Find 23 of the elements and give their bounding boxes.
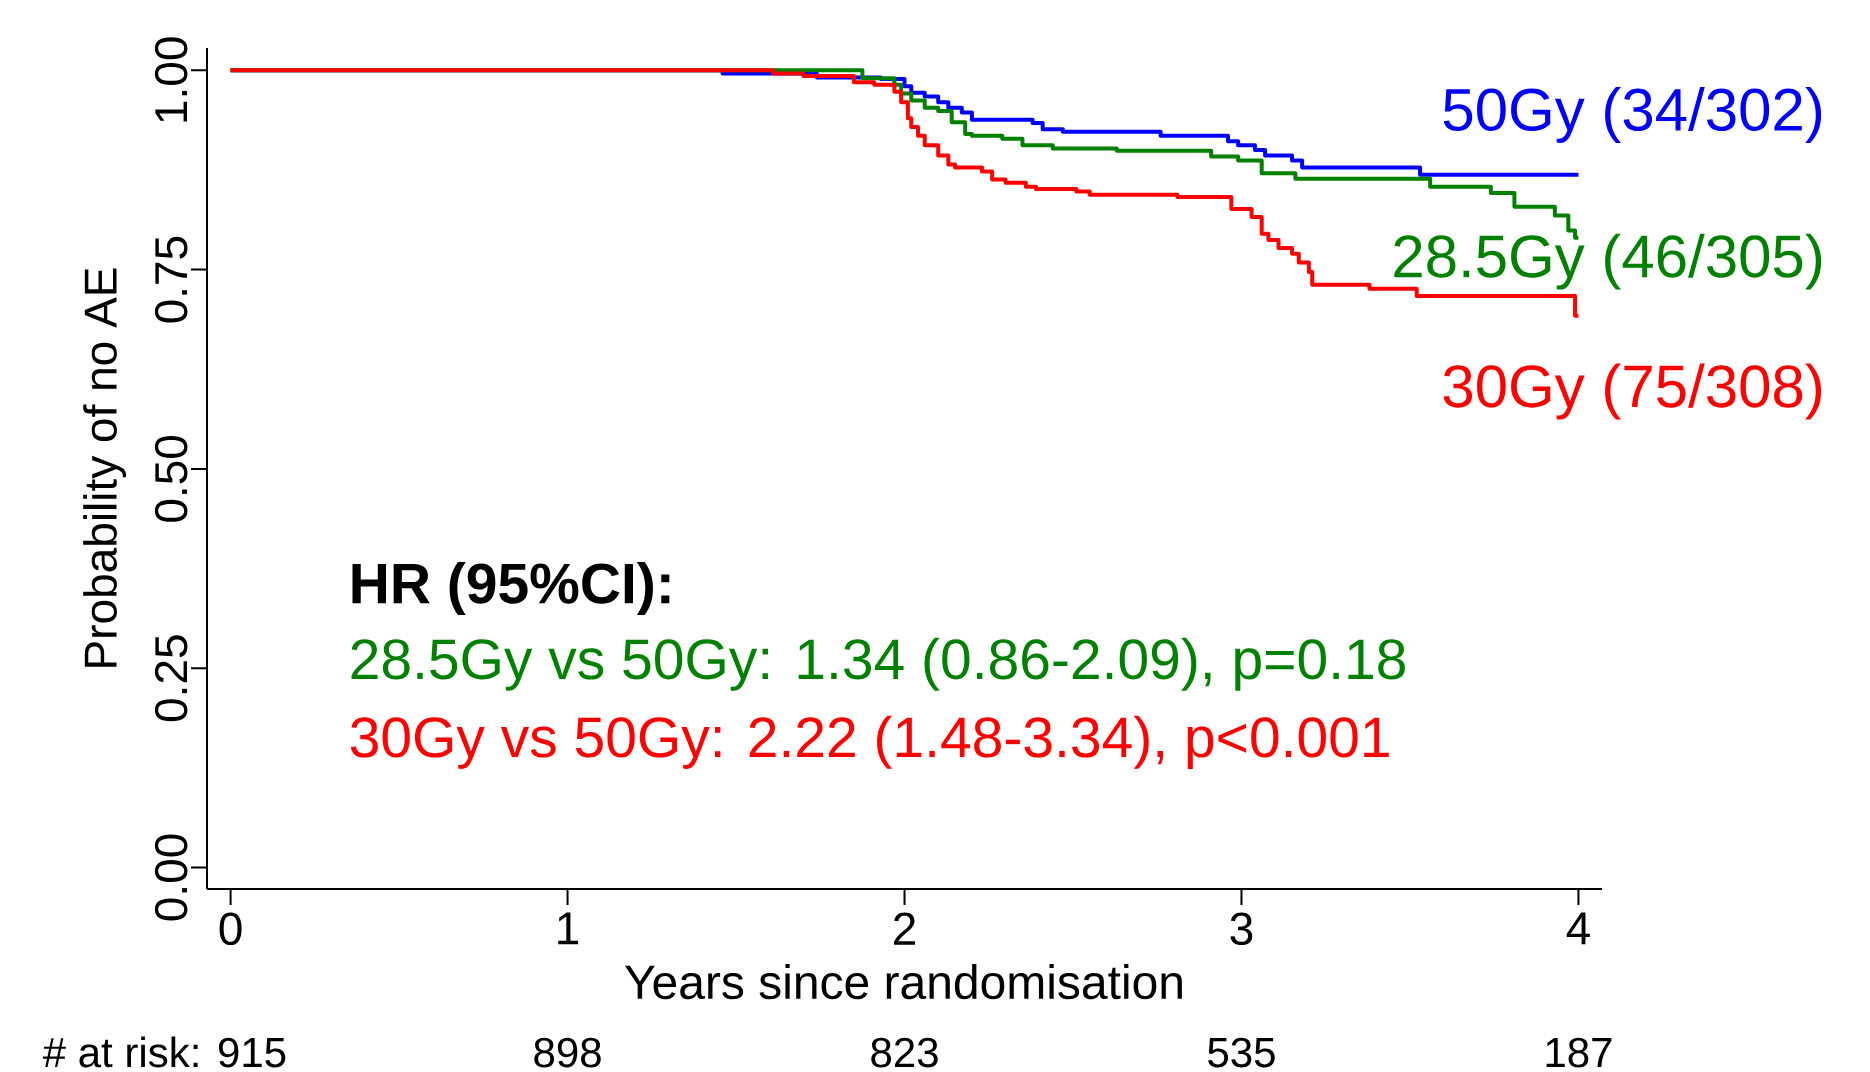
y-axis-title: Probability of no AE: [83, 268, 127, 667]
text: # at risk: 915: [42, 1036, 286, 1068]
x-tick-label: 2: [894, 912, 915, 945]
annotation: HR (95%CI):: [352, 561, 670, 616]
x-tick-label: 1: [558, 912, 579, 945]
y-tick-label: 0.75: [154, 236, 188, 323]
y-tick-label: 1.00: [154, 37, 188, 122]
text: 823: [871, 1037, 938, 1068]
text: 898: [534, 1037, 601, 1068]
annotation: 28.5Gy vs 50Gy: 1.34 (0.86-2.09), p=0.18: [351, 637, 1405, 691]
y-tick-label: 0.25: [154, 635, 188, 722]
series-label: 50Gy (34/302): [1443, 86, 1822, 143]
y-tick-label: 0.50: [154, 435, 188, 522]
y-tick-label: 0.00: [154, 834, 188, 921]
x-axis-title: Years since randomisation: [624, 963, 1182, 1000]
x-tick-label: 3: [1230, 912, 1253, 946]
annotation: 30Gy vs 50Gy: 2.22 (1.48-3.34), p<0.001: [350, 715, 1389, 769]
x-tick-label: 0: [219, 912, 242, 946]
text: 535: [1208, 1037, 1275, 1068]
series-label: 28.5Gy (46/305): [1394, 233, 1822, 290]
series-label: 30Gy (75/308): [1443, 363, 1822, 420]
x-tick-label: 4: [1566, 912, 1590, 945]
text: 187: [1546, 1037, 1612, 1068]
